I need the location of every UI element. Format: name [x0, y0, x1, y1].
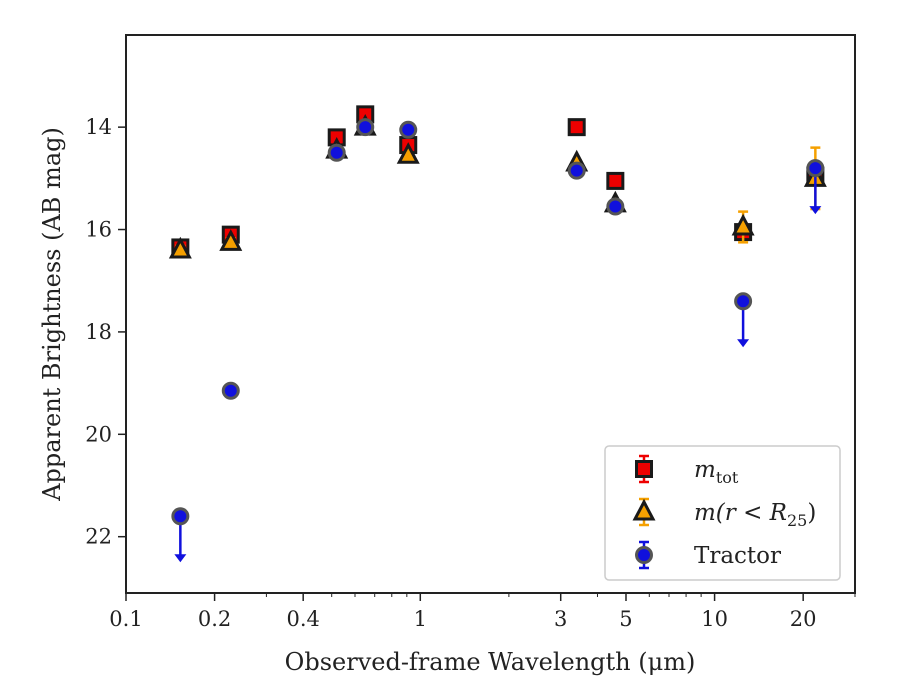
y-tick-label: 18: [85, 320, 112, 344]
legend-marker: [635, 546, 653, 564]
x-tick-label: 1: [414, 607, 427, 631]
x-tick-label: 0.2: [198, 607, 231, 631]
data-point: [396, 142, 420, 164]
series-m-tot: [171, 105, 825, 257]
legend-box: [604, 445, 841, 581]
upper-limit-arrowhead: [737, 339, 750, 348]
x-tick-label: 0.1: [109, 607, 142, 631]
axis-ticks: 0.1 0.2 0.4 1 3 5 10 20 14 16 18 20 22: [85, 115, 856, 631]
y-tick-label: 22: [85, 525, 112, 549]
legend-entry-m-r-r-25: m(r < R25): [632, 497, 816, 530]
series-tractor: [171, 118, 825, 563]
legend: mtot m(r < R25) Tractor: [604, 445, 841, 581]
legend-entry-tractor: Tractor: [635, 540, 781, 570]
plot-area-frame: [125, 34, 856, 594]
data-marks: [168, 105, 827, 563]
legend-label: mtot: [694, 457, 739, 487]
data-point: [219, 229, 243, 251]
legend-marker: [635, 460, 653, 478]
data-point: [567, 161, 586, 180]
data-point: [734, 292, 753, 311]
legend-label: m(r < R25): [694, 500, 816, 530]
legend-label: Tractor: [694, 543, 781, 569]
series-m-r-r-25: [168, 113, 827, 259]
data-point: [327, 143, 346, 162]
data-point: [356, 118, 375, 137]
data-point: [806, 159, 825, 178]
data-point: [567, 118, 586, 137]
legend-marker: [632, 498, 656, 521]
legend-entry-m-tot: mtot: [635, 454, 739, 487]
data-point: [399, 120, 418, 139]
x-tick-label: 5: [619, 607, 632, 631]
x-tick-label: 0.4: [286, 607, 319, 631]
data-point: [168, 236, 192, 259]
x-tick-label: 3: [554, 607, 567, 631]
data-point: [731, 213, 755, 236]
y-tick-label: 14: [85, 115, 112, 139]
y-tick-label: 20: [85, 422, 112, 446]
upper-limit-arrowhead: [174, 554, 187, 563]
y-tick-label: 16: [85, 218, 112, 242]
data-point: [606, 171, 625, 190]
x-axis-title: Observed-frame Wavelength (μm): [285, 648, 696, 676]
data-point: [221, 381, 240, 400]
data-point: [171, 507, 190, 526]
y-axis-title: Apparent Brightness (AB mag): [38, 127, 66, 502]
upper-limit-arrowhead: [809, 206, 822, 215]
x-tick-label: 10: [701, 607, 728, 631]
data-point: [606, 197, 625, 216]
x-tick-label: 20: [790, 607, 817, 631]
